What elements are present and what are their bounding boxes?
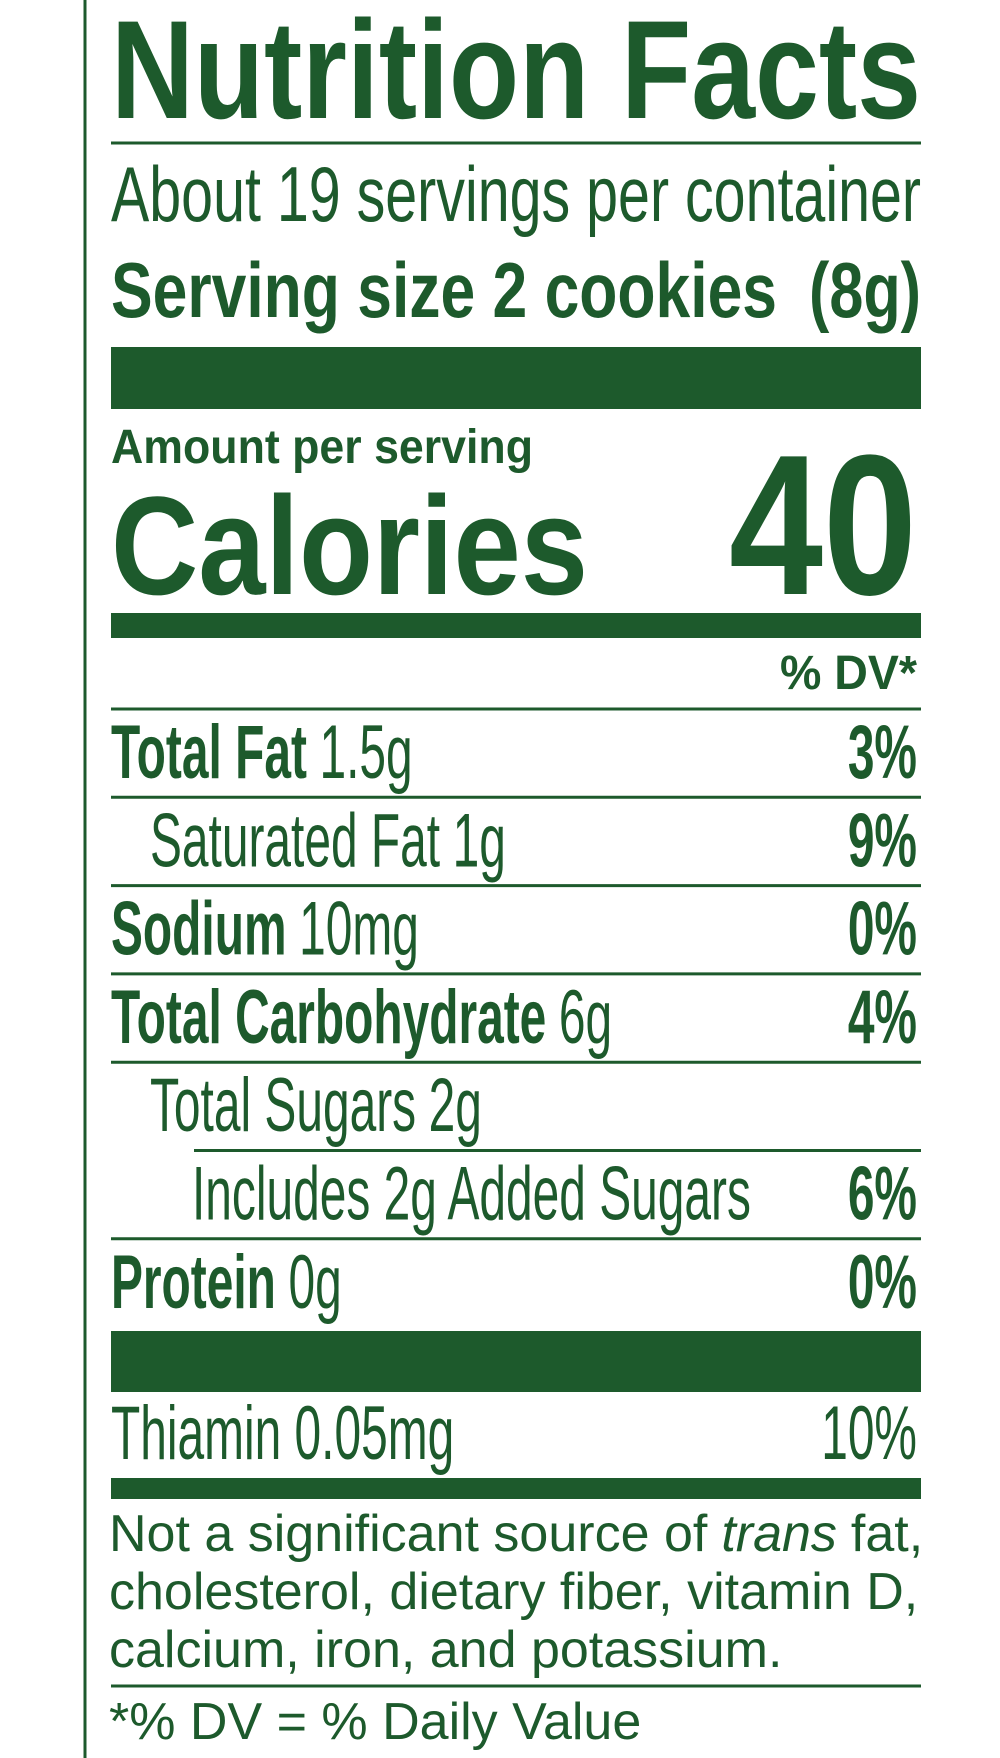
nutrient-name: Total Carbohydrate [111,976,546,1060]
nutrient-dv: 6% [848,1152,917,1236]
medium-bar [111,1478,921,1499]
title: Nutrition Facts [111,0,921,148]
nutrient-dv: 4% [848,976,917,1060]
nutrient-label: Total Fat 1.5g [111,711,413,795]
nutrient-dv: 9% [848,799,917,883]
footnote-italic: trans [721,1505,837,1563]
nutrient-amount: 10mg [299,888,419,972]
nutrient-name: Sodium [111,888,287,972]
nutrient-label: Includes 2g Added Sugars [192,1152,751,1236]
nutrient-dv: 3% [848,711,917,795]
nutrient-label: Total Sugars 2g [150,1064,482,1148]
vitamin-name: Thiamin 0.05mg [111,1392,454,1476]
footnote-line: cholesterol, dietary fiber, vitamin D, [109,1563,918,1621]
thick-bar [111,1331,921,1392]
footnote-line: calcium, iron, and potassium. [109,1621,782,1679]
calories-value: 40 [729,414,917,637]
nutrient-label: Protein 0g [111,1241,342,1325]
servings: About 19 servings per container [111,150,921,238]
amount-per-serving: Amount per serving [111,421,533,474]
footnote-text: fat, [851,1505,923,1563]
nutrient-name: Protein [111,1241,276,1325]
nutrient-amount: 1g [453,799,506,883]
vitamin-dv: 10% [821,1392,917,1476]
nutrient-name: Includes 2g Added Sugars [192,1152,751,1236]
footnote-line: Not a significant source of trans fat, [109,1505,923,1563]
calories-label: Calories [111,467,588,624]
nutrient-amount: 0g [289,1241,342,1325]
dv-note: *% DV = % Daily Value [109,1693,641,1751]
nutrient-name: Total Sugars [150,1064,416,1148]
nutrient-amount: 1.5g [319,711,412,795]
nutrient-dv: 0% [848,1241,917,1325]
serving-size: Serving size 2 cookies [111,246,777,334]
nutrient-label: Saturated Fat 1g [150,799,506,883]
footnote-text: Not a significant source of [109,1505,708,1563]
nutrient-amount: 2g [429,1064,482,1148]
nutrient-dv: 0% [848,888,917,972]
thick-bar [111,347,921,409]
dv-header: % DV* [780,647,917,700]
nutrient-label: Sodium 10mg [111,888,419,972]
nutrient-amount: 6g [559,976,612,1060]
nutrient-label: Total Carbohydrate 6g [111,976,612,1060]
nutrient-name: Saturated Fat [150,799,440,883]
nutrient-name: Total Fat [111,711,307,795]
medium-bar [111,613,921,638]
serving-weight: (8g) [809,246,921,334]
